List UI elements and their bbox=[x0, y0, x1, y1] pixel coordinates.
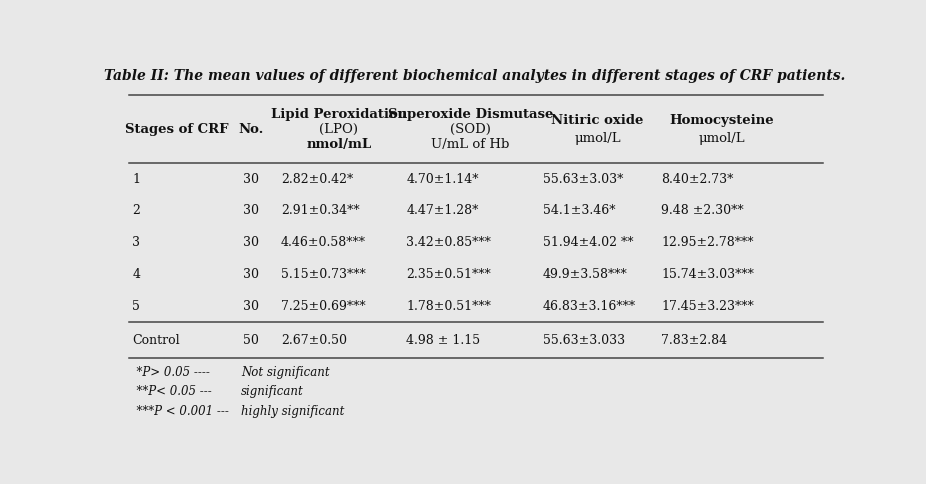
Text: Nitiric oxide: Nitiric oxide bbox=[552, 114, 644, 127]
Text: 46.83±3.16***: 46.83±3.16*** bbox=[543, 300, 636, 313]
Text: 55.63±3.033: 55.63±3.033 bbox=[543, 333, 625, 347]
Text: 8.40±2.73*: 8.40±2.73* bbox=[661, 173, 733, 185]
Text: (LPO): (LPO) bbox=[319, 123, 358, 136]
Text: 2.82±0.42*: 2.82±0.42* bbox=[281, 173, 353, 185]
Text: 1.78±0.51***: 1.78±0.51*** bbox=[407, 300, 492, 313]
Text: 7.25±0.69***: 7.25±0.69*** bbox=[281, 300, 366, 313]
Text: highly significant: highly significant bbox=[242, 405, 344, 418]
Text: 54.1±3.46*: 54.1±3.46* bbox=[543, 204, 615, 217]
Text: 2.67±0.50: 2.67±0.50 bbox=[281, 333, 347, 347]
Text: 4.70±1.14*: 4.70±1.14* bbox=[407, 173, 479, 185]
Text: μmol/L: μmol/L bbox=[574, 132, 621, 145]
Text: Superoxide Dismutase: Superoxide Dismutase bbox=[388, 108, 553, 121]
Text: 2.91±0.34**: 2.91±0.34** bbox=[281, 204, 359, 217]
Text: 7.83±2.84: 7.83±2.84 bbox=[661, 333, 727, 347]
Text: 3: 3 bbox=[132, 236, 140, 249]
Text: 17.45±3.23***: 17.45±3.23*** bbox=[661, 300, 754, 313]
Text: 30: 30 bbox=[244, 204, 259, 217]
Text: 4.46±0.58***: 4.46±0.58*** bbox=[281, 236, 366, 249]
Text: 2: 2 bbox=[132, 204, 140, 217]
Text: 30: 30 bbox=[244, 173, 259, 185]
Text: significant: significant bbox=[242, 385, 304, 398]
Text: 30: 30 bbox=[244, 236, 259, 249]
Text: 12.95±2.78***: 12.95±2.78*** bbox=[661, 236, 754, 249]
Text: 1: 1 bbox=[132, 173, 140, 185]
Text: 51.94±4.02 **: 51.94±4.02 ** bbox=[543, 236, 633, 249]
Text: *P> 0.05 ----: *P> 0.05 ---- bbox=[129, 366, 209, 379]
Text: (SOD): (SOD) bbox=[450, 123, 491, 136]
Text: Control: Control bbox=[132, 333, 180, 347]
Text: Homocysteine: Homocysteine bbox=[669, 114, 774, 127]
Text: 4.98 ± 1.15: 4.98 ± 1.15 bbox=[407, 333, 481, 347]
Text: 50: 50 bbox=[244, 333, 259, 347]
Text: 5.15±0.73***: 5.15±0.73*** bbox=[281, 268, 366, 281]
Text: Table II: The mean values of different biochemical analytes in different stages : Table II: The mean values of different b… bbox=[104, 69, 845, 83]
Text: 15.74±3.03***: 15.74±3.03*** bbox=[661, 268, 754, 281]
Text: Lipid Peroxidation: Lipid Peroxidation bbox=[270, 108, 407, 121]
Text: nmol/mL: nmol/mL bbox=[307, 137, 371, 151]
Text: 30: 30 bbox=[244, 268, 259, 281]
Text: 3.42±0.85***: 3.42±0.85*** bbox=[407, 236, 492, 249]
Text: **P< 0.05 ---: **P< 0.05 --- bbox=[129, 385, 211, 398]
Text: μmol/L: μmol/L bbox=[699, 132, 745, 145]
Text: Not significant: Not significant bbox=[242, 366, 330, 379]
Text: 2.35±0.51***: 2.35±0.51*** bbox=[407, 268, 491, 281]
Text: No.: No. bbox=[239, 123, 264, 136]
Text: Stages of CRF: Stages of CRF bbox=[125, 123, 229, 136]
Text: 49.9±3.58***: 49.9±3.58*** bbox=[543, 268, 628, 281]
Text: ***P < 0.001 ---: ***P < 0.001 --- bbox=[129, 405, 229, 418]
Text: U/mL of Hb: U/mL of Hb bbox=[432, 137, 509, 151]
Text: 5: 5 bbox=[132, 300, 140, 313]
Text: 9.48 ±2.30**: 9.48 ±2.30** bbox=[661, 204, 744, 217]
Text: 4: 4 bbox=[132, 268, 140, 281]
Text: 30: 30 bbox=[244, 300, 259, 313]
Text: 4.47±1.28*: 4.47±1.28* bbox=[407, 204, 479, 217]
Text: 55.63±3.03*: 55.63±3.03* bbox=[543, 173, 623, 185]
